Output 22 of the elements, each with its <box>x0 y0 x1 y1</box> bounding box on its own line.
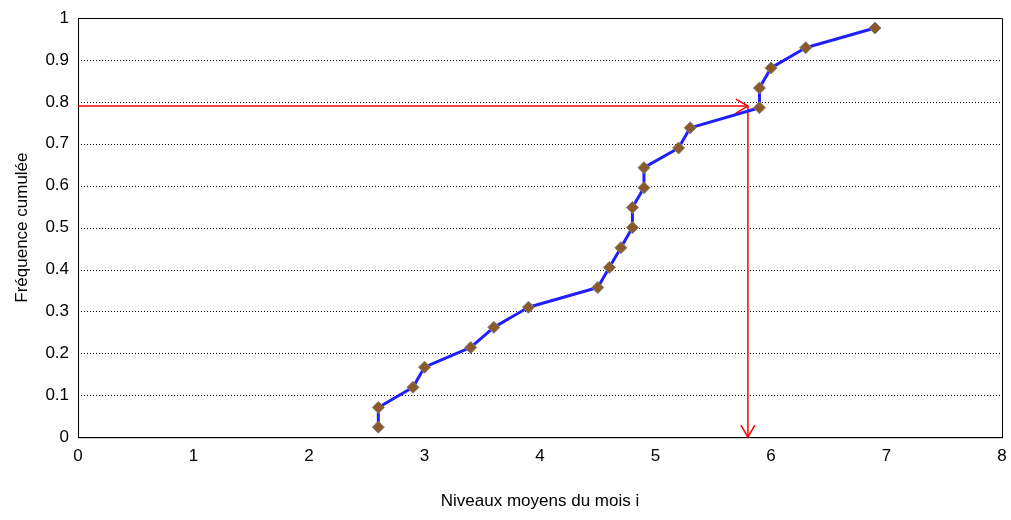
x-tick-label: 6 <box>766 446 776 466</box>
x-tick-label: 0 <box>73 446 83 466</box>
y-tick-label: 0.3 <box>45 301 70 321</box>
y-tick-label: 0.4 <box>45 259 70 279</box>
x-tick-label: 2 <box>304 446 314 466</box>
x-tick-label: 3 <box>419 446 430 466</box>
y-tick-label: 0.8 <box>45 91 70 111</box>
y-tick-label: 1 <box>59 7 70 27</box>
y-tick-label: 0.5 <box>45 217 70 237</box>
x-tick-label: 7 <box>881 446 892 466</box>
y-tick-label: 0.9 <box>45 49 70 69</box>
y-axis-title: Fréquence cumulée <box>11 152 31 303</box>
y-tick-label: 0.7 <box>45 133 70 153</box>
x-tick-label: 5 <box>650 446 661 466</box>
y-tick-label: 0.1 <box>45 384 70 404</box>
y-tick-label: 0 <box>59 426 70 446</box>
y-tick-label: 0.2 <box>45 343 70 363</box>
x-axis-title: Niveaux moyens du mois i <box>440 491 640 511</box>
y-tick-label: 0.6 <box>45 175 70 195</box>
x-tick-label: 8 <box>997 446 1007 466</box>
x-tick-label: 1 <box>188 446 199 466</box>
x-tick-label: 4 <box>535 446 545 466</box>
